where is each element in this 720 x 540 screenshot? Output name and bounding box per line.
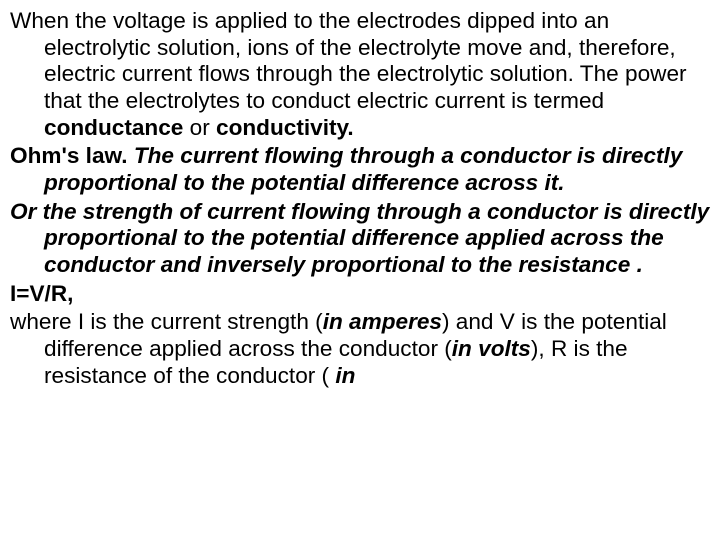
text-run: I=V/R, (10, 281, 73, 306)
paragraph: Or the strength of current flowing throu… (10, 199, 710, 279)
paragraph: When the voltage is applied to the elect… (10, 8, 710, 141)
text-run: where I is the current strength ( (10, 309, 323, 334)
text-run: When the voltage is applied to the elect… (10, 8, 687, 113)
text-run: in volts (452, 336, 531, 361)
text-run: conductivity. (216, 115, 354, 140)
paragraph: I=V/R, (10, 281, 710, 308)
text-run: or (183, 115, 216, 140)
text-run: Or the strength of current flowing throu… (10, 199, 709, 277)
paragraph: where I is the current strength (in ampe… (10, 309, 710, 389)
text-run: in (335, 363, 355, 388)
text-run: in amperes (323, 309, 442, 334)
text-run: The current flowing through a conductor … (44, 143, 682, 195)
paragraph: Ohm's law. The current flowing through a… (10, 143, 710, 196)
slide-body: When the voltage is applied to the elect… (0, 0, 720, 540)
text-run: Ohm's law. (10, 143, 134, 168)
text-run: conductance (44, 115, 183, 140)
